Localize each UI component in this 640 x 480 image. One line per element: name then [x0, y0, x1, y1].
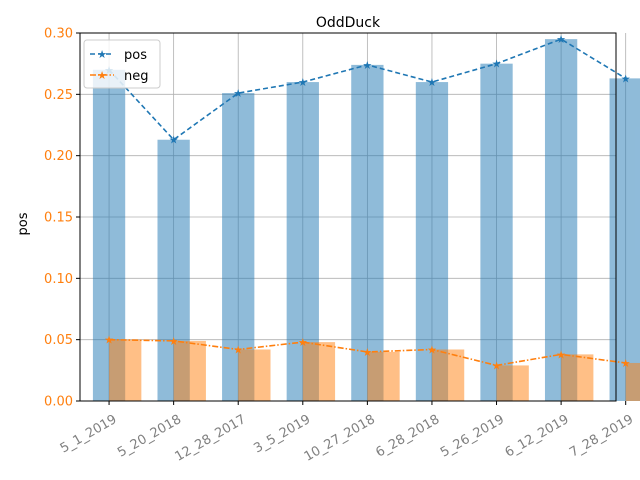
pos-point: ★: [169, 134, 179, 147]
neg-point: ★: [362, 346, 372, 359]
legend-neg-marker: ★: [97, 69, 107, 82]
bar-pos: [544, 39, 578, 402]
neg-line: [109, 338, 626, 367]
x-tick-label: 5_26_2019: [438, 412, 507, 460]
pos-point: ★: [298, 76, 308, 89]
legend-neg-label: neg: [124, 69, 149, 84]
lines: ★★★★★★★★★★★★★★★★★★: [104, 33, 631, 372]
pos-line: [108, 38, 627, 141]
bar-neg: [561, 354, 594, 401]
legend-frame: [83, 39, 161, 89]
bar-neg: [173, 340, 206, 401]
pos-point: ★: [556, 33, 566, 46]
y-tick-label: 0.15: [44, 211, 73, 226]
y-tick-label: 0.20: [44, 149, 73, 164]
bars: [92, 39, 640, 402]
x-tick-label: 7_28_2019: [567, 412, 636, 460]
neg-point: ★: [427, 343, 437, 356]
pos-point: ★: [233, 87, 243, 100]
x-tick-label: 10_27_2018: [302, 412, 378, 465]
bar-neg: [625, 362, 640, 401]
bar-pos: [415, 82, 449, 402]
chart-title: OddDuck: [316, 15, 381, 31]
pos-point: ★: [621, 72, 631, 85]
legend: ★ pos ★ neg: [83, 39, 161, 89]
bar-neg: [431, 349, 465, 401]
bar-neg: [238, 349, 271, 401]
x-tick-label: 5_1_2019: [58, 412, 120, 456]
pos-point: ★: [427, 76, 437, 89]
y-axis-label: pos: [16, 212, 31, 235]
neg-point: ★: [104, 334, 114, 347]
y-tick-label: 0.05: [44, 333, 73, 348]
y-tick-label: 0.30: [44, 27, 73, 42]
neg-point: ★: [492, 359, 502, 372]
legend-pos-label: pos: [124, 48, 147, 63]
neg-point: ★: [621, 357, 631, 370]
bar-neg: [367, 351, 400, 401]
bar-neg: [496, 365, 529, 401]
neg-point: ★: [233, 343, 243, 356]
neg-point: ★: [298, 336, 308, 349]
pos-point: ★: [492, 58, 502, 71]
bar-neg: [302, 342, 336, 401]
bar-pos: [609, 78, 640, 402]
y-tick-label: 0.25: [44, 88, 73, 103]
neg-point: ★: [556, 348, 566, 361]
x-tick-label: 6_12_2019: [503, 412, 572, 460]
bar-pos: [351, 64, 384, 401]
bar-pos: [480, 63, 513, 402]
y-tick-label: 0.00: [44, 395, 73, 410]
bar-neg: [109, 339, 142, 401]
pos-point: ★: [362, 59, 372, 72]
legend-pos-marker: ★: [97, 48, 107, 61]
y-tick-label: 0.10: [44, 272, 73, 287]
neg-point: ★: [169, 335, 179, 348]
x-tick-label: 6_28_2018: [373, 412, 442, 460]
x-tick-label: 12_28_2017: [173, 412, 249, 465]
